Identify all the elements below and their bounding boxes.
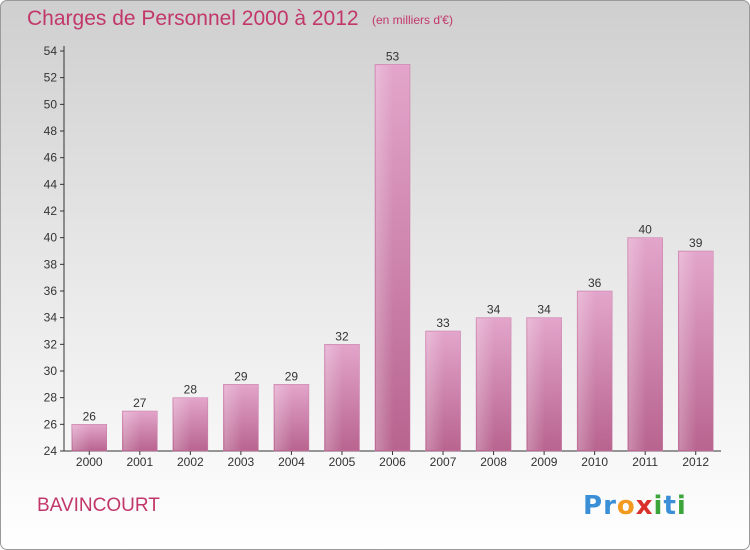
y-tick-label: 24 <box>44 444 58 458</box>
value-label: 27 <box>133 396 147 410</box>
value-label: 40 <box>639 223 653 237</box>
bar-highlight <box>274 385 293 450</box>
x-tick-label: 2004 <box>278 455 305 469</box>
bar-highlight <box>325 345 343 450</box>
y-tick-label: 54 <box>44 44 58 58</box>
bar-highlight <box>679 252 697 450</box>
y-tick-label: 52 <box>44 71 58 85</box>
y-tick-label: 36 <box>44 284 58 298</box>
value-label: 39 <box>689 236 703 250</box>
x-tick-label: 2001 <box>126 455 153 469</box>
logo-letter: r <box>603 491 617 521</box>
y-tick-label: 38 <box>44 257 58 271</box>
y-tick-label: 26 <box>44 417 58 431</box>
y-tick-label: 46 <box>44 151 58 165</box>
bar-highlight <box>123 412 141 450</box>
y-tick-label: 40 <box>44 231 58 245</box>
value-label: 53 <box>386 49 400 63</box>
value-label: 32 <box>335 329 349 343</box>
logo-letter: t <box>663 491 677 521</box>
commune-name: BAVINCOURT <box>37 495 160 516</box>
x-tick-label: 2006 <box>379 455 406 469</box>
y-tick-label: 48 <box>44 124 58 138</box>
value-label: 29 <box>234 369 248 383</box>
x-tick-label: 2000 <box>76 455 103 469</box>
value-label: 36 <box>588 276 602 290</box>
y-tick-label: 50 <box>44 97 58 111</box>
y-tick-label: 28 <box>44 391 58 405</box>
proxiti-logo: Proxiti <box>583 491 687 521</box>
bar-highlight <box>426 332 445 450</box>
bar-highlight <box>376 65 394 450</box>
logo-letter: i <box>653 491 664 521</box>
value-label: 33 <box>436 316 450 330</box>
value-label: 34 <box>537 303 551 317</box>
bar-highlight <box>72 425 91 450</box>
chart-title: Charges de Personnel 2000 à 2012 <box>27 7 359 30</box>
bar-highlight <box>527 318 546 450</box>
x-tick-label: 2011 <box>632 455 658 469</box>
bar-highlight <box>477 318 495 450</box>
bar-highlight <box>173 398 192 450</box>
x-tick-label: 2005 <box>329 455 356 469</box>
x-tick-label: 2008 <box>480 455 507 469</box>
value-label: 34 <box>487 303 501 317</box>
x-tick-label: 2003 <box>228 455 255 469</box>
logo-letter: i <box>676 491 687 521</box>
x-tick-label: 2010 <box>581 455 608 469</box>
y-tick-label: 42 <box>44 204 58 218</box>
y-tick-label: 34 <box>44 311 58 325</box>
unit-label: (en milliers d'€) <box>372 13 453 27</box>
bar-highlight <box>224 385 242 450</box>
x-tick-label: 2007 <box>430 455 457 469</box>
bar-highlight <box>578 292 596 450</box>
x-tick-label: 2002 <box>177 455 204 469</box>
value-label: 29 <box>285 369 299 383</box>
y-tick-label: 30 <box>44 364 58 378</box>
y-tick-label: 32 <box>44 337 58 351</box>
value-label: 26 <box>83 409 97 423</box>
x-tick-label: 2012 <box>682 455 709 469</box>
x-tick-label: 2009 <box>531 455 558 469</box>
logo-letter: x <box>635 491 654 521</box>
value-label: 28 <box>184 383 198 397</box>
logo-letter: o <box>616 491 636 521</box>
y-tick-label: 44 <box>44 177 58 191</box>
bar-highlight <box>628 238 647 450</box>
logo-letter: P <box>583 491 604 521</box>
